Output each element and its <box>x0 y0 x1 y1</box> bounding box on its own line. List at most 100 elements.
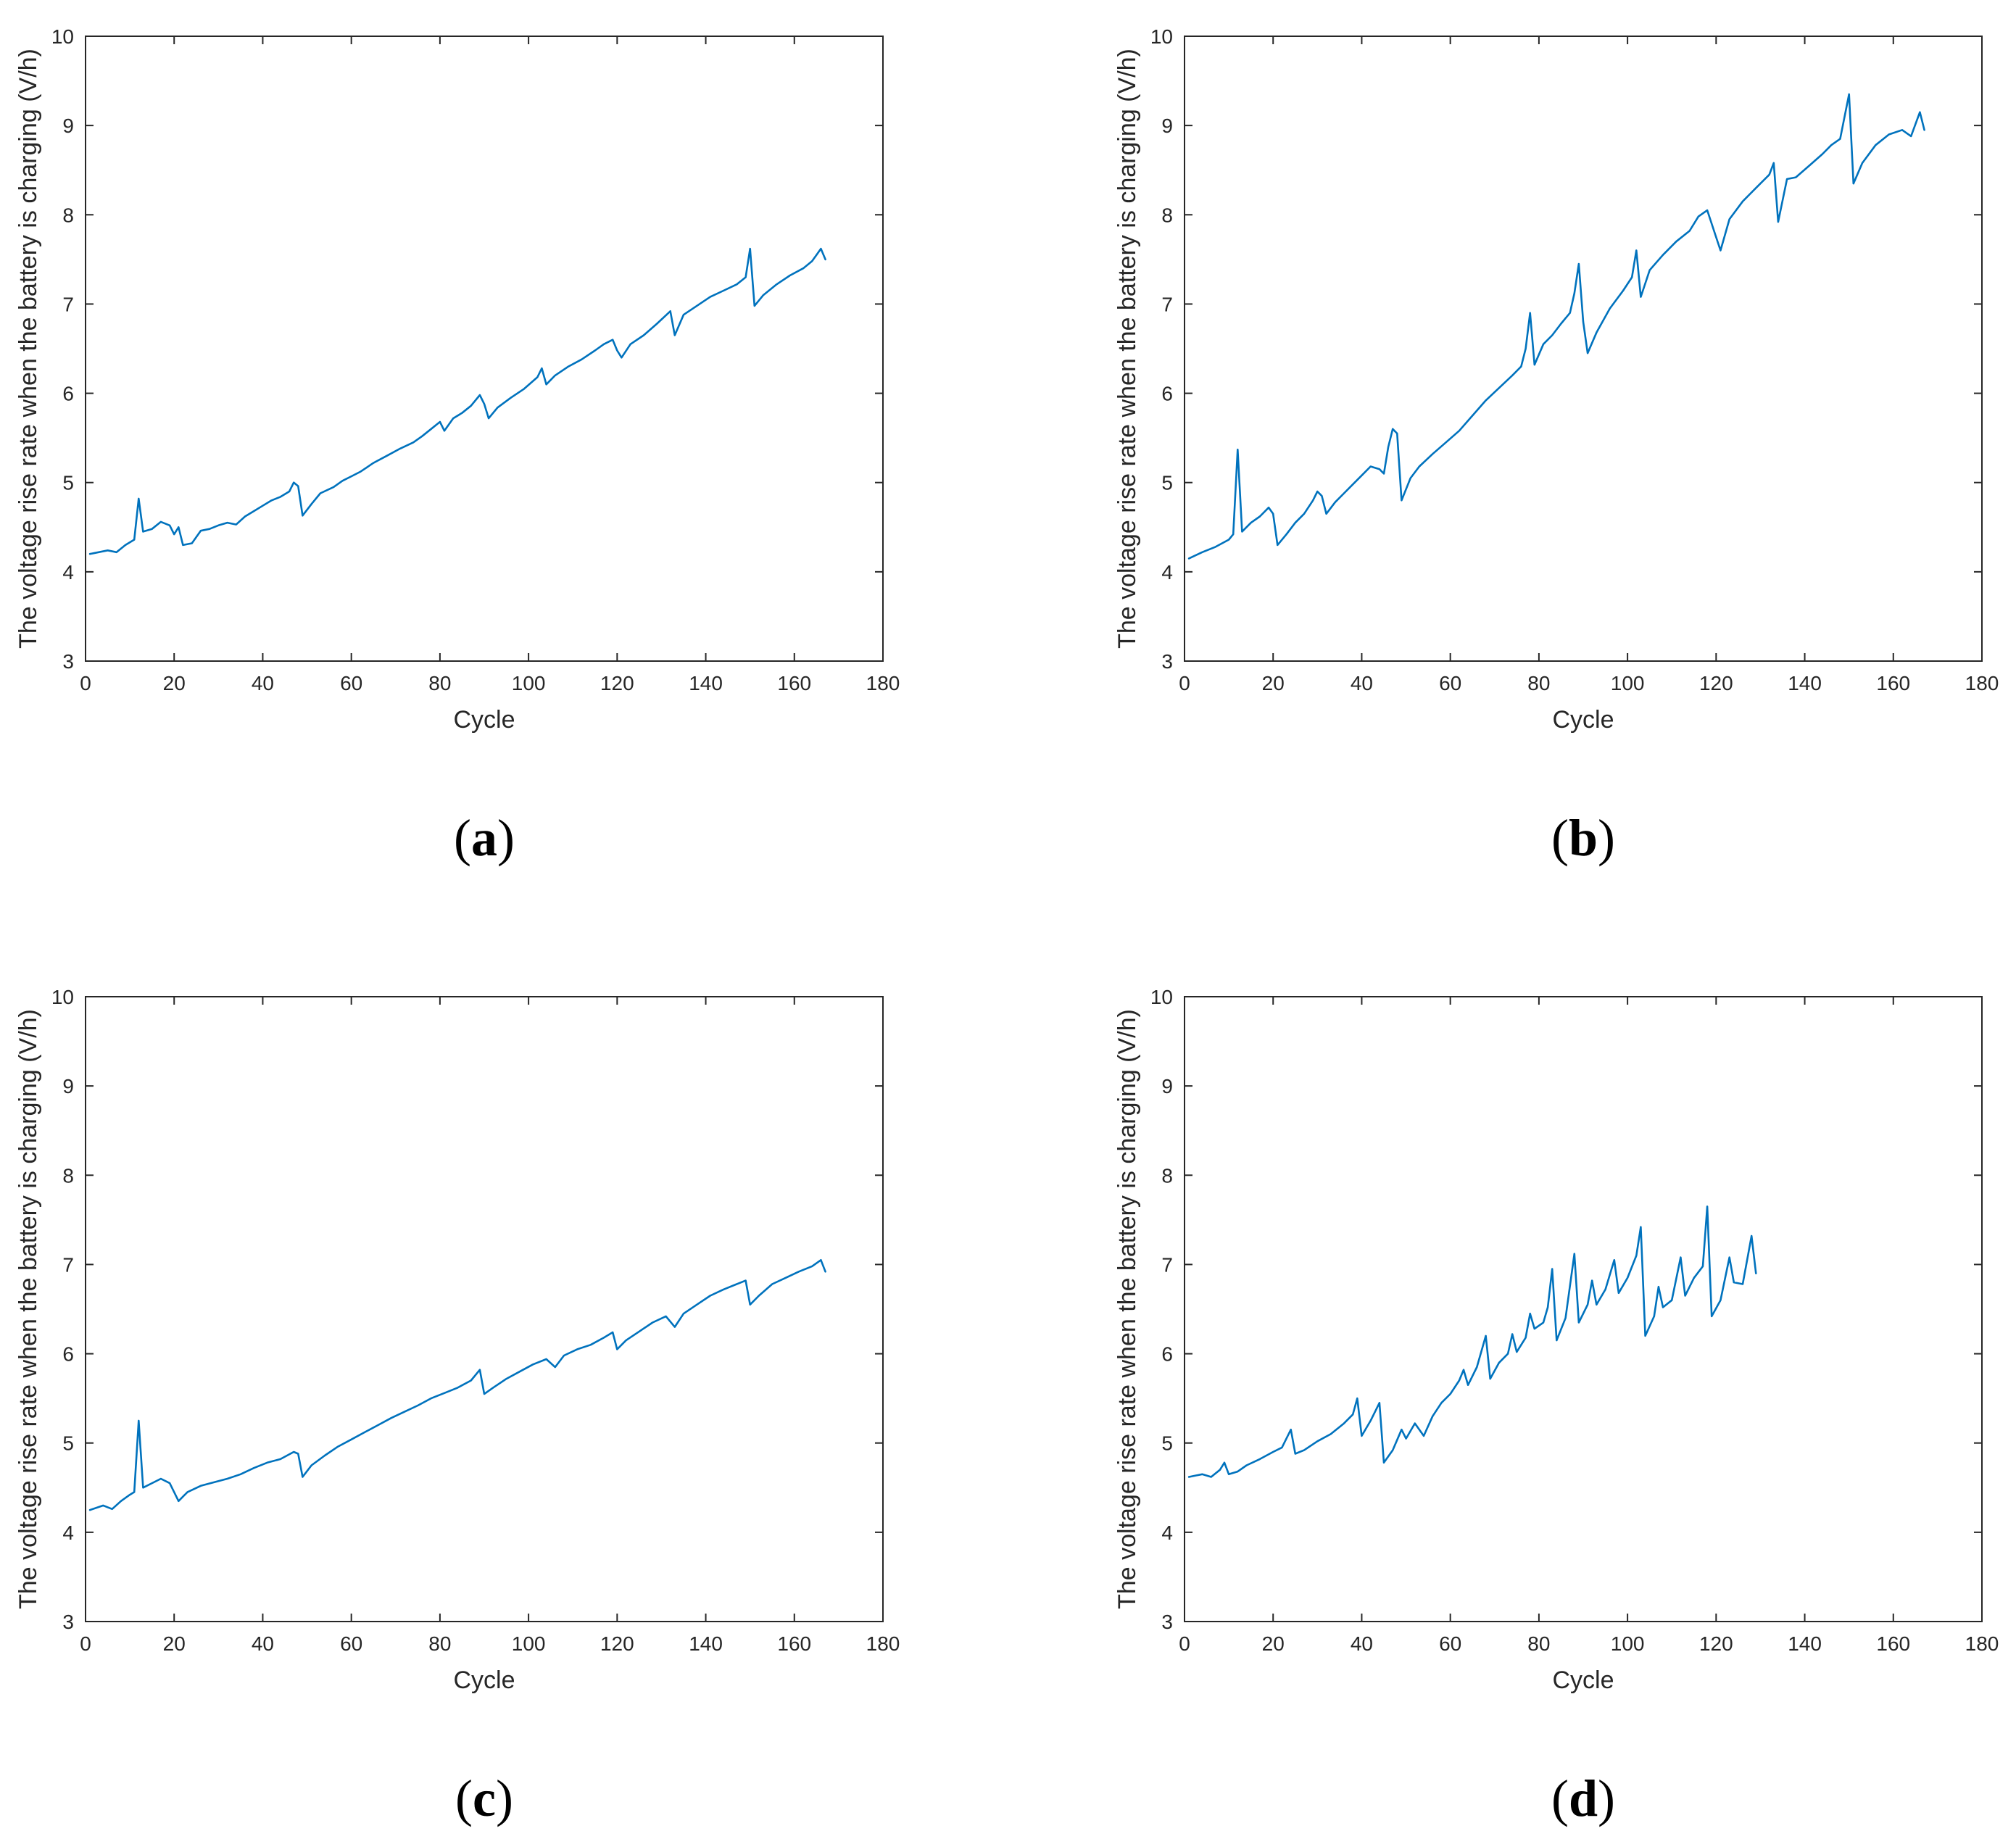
y-tick-label: 4 <box>1161 1522 1173 1544</box>
x-axis-label: Cycle <box>453 1666 515 1694</box>
x-tick-label: 80 <box>1527 672 1550 694</box>
x-tick-label: 80 <box>428 1632 451 1655</box>
panel-caption: (b) <box>1551 809 1615 867</box>
y-tick-label: 5 <box>1161 472 1173 494</box>
caption-letter: c <box>473 1769 496 1827</box>
caption-close-paren: ) <box>496 1769 513 1827</box>
chart-panel-d: 0 20 40 60 80 100 120 140 160 180 3 4 5 6 7 8 9 10 Cycle Th… <box>1113 986 1999 1827</box>
x-tick-label: 120 <box>600 1632 634 1655</box>
chart-panel-b: 0 20 40 60 80 100 120 140 160 180 3 4 5 6 7 8 9 10 Cycle Th… <box>1113 25 1999 867</box>
caption-open-paren: ( <box>1551 1769 1569 1827</box>
y-tick-label: 7 <box>1161 1253 1173 1276</box>
x-tick-label: 0 <box>1179 672 1190 694</box>
caption-letter: d <box>1569 1769 1598 1827</box>
series-line-d <box>1187 1205 1757 1478</box>
x-axis-label: Cycle <box>1552 706 1614 734</box>
y-tick-label: 7 <box>62 293 74 315</box>
y-tick-label: 3 <box>62 1611 74 1633</box>
y-tick-label: 8 <box>1161 204 1173 226</box>
y-tick-label: 3 <box>62 650 74 673</box>
y-tick-label: 9 <box>1161 1075 1173 1097</box>
x-tick-label: 100 <box>512 672 546 694</box>
y-tick-label: 4 <box>62 561 74 584</box>
x-tick-label: 160 <box>777 1632 811 1655</box>
x-tick-label: 60 <box>1439 672 1461 694</box>
y-axis-label: The voltage rise rate when the battery i… <box>14 1009 42 1609</box>
panel-caption: (a) <box>454 809 515 867</box>
x-tick-label: 20 <box>1262 672 1285 694</box>
y-axis-label: The voltage rise rate when the battery i… <box>1113 49 1141 649</box>
y-tick-label: 8 <box>62 204 74 226</box>
x-tick-label: 40 <box>252 672 274 694</box>
y-tick-label: 6 <box>62 1343 74 1366</box>
y-tick-label: 6 <box>62 383 74 405</box>
y-axis-label: The voltage rise rate when the battery i… <box>1113 1009 1141 1609</box>
y-axis-label: The voltage rise rate when the battery i… <box>14 49 42 649</box>
x-tick-label: 80 <box>428 672 451 694</box>
x-tick-label: 160 <box>1876 1632 1910 1655</box>
x-tick-label: 40 <box>1351 1632 1373 1655</box>
y-tick-label: 7 <box>62 1253 74 1276</box>
chart-panel-a: 0 20 40 60 80 100 120 140 160 180 3 4 5 6 7 8 9 10 Cycle Th… <box>14 25 900 867</box>
panel-caption: (d) <box>1551 1769 1615 1827</box>
x-tick-label: 20 <box>163 672 186 694</box>
x-tick-label: 20 <box>163 1632 186 1655</box>
caption-open-paren: ( <box>1551 809 1569 867</box>
y-tick-label: 3 <box>1161 650 1173 673</box>
y-tick-label: 8 <box>62 1164 74 1187</box>
y-tick-label: 5 <box>1161 1432 1173 1455</box>
y-tick-label: 9 <box>62 115 74 137</box>
x-tick-label: 180 <box>866 672 900 694</box>
x-tick-label: 140 <box>1788 1632 1822 1655</box>
panel-caption: (c) <box>455 1769 513 1827</box>
y-tick-label: 3 <box>1161 1611 1173 1633</box>
x-tick-label: 120 <box>1699 1632 1733 1655</box>
x-tick-label: 80 <box>1527 1632 1550 1655</box>
x-tick-label: 120 <box>600 672 634 694</box>
y-tick-label: 6 <box>1161 383 1173 405</box>
y-tick-label: 4 <box>1161 561 1173 584</box>
x-tick-label: 60 <box>340 1632 362 1655</box>
x-axis-label: Cycle <box>453 706 515 734</box>
plot-frame <box>85 996 884 1622</box>
y-tick-label: 4 <box>62 1522 74 1544</box>
x-tick-label: 40 <box>252 1632 274 1655</box>
chart-panel-c: 0 20 40 60 80 100 120 140 160 180 3 4 5 6 7 8 9 10 Cycle Th… <box>14 986 900 1827</box>
x-tick-label: 160 <box>777 672 811 694</box>
x-tick-label: 20 <box>1262 1632 1285 1655</box>
series-line-a <box>88 247 826 555</box>
x-tick-label: 0 <box>80 1632 91 1655</box>
x-tick-label: 140 <box>689 672 723 694</box>
x-tick-label: 40 <box>1351 672 1373 694</box>
caption-open-paren: ( <box>455 1769 473 1827</box>
series-line-b <box>1187 93 1925 560</box>
y-tick-label: 9 <box>1161 115 1173 137</box>
x-tick-label: 180 <box>866 1632 900 1655</box>
y-tick-label: 10 <box>51 986 74 1008</box>
x-tick-label: 100 <box>512 1632 546 1655</box>
caption-close-paren: ) <box>497 809 515 867</box>
x-tick-label: 100 <box>1611 1632 1645 1655</box>
x-tick-label: 60 <box>340 672 362 694</box>
caption-open-paren: ( <box>454 809 471 867</box>
x-tick-label: 60 <box>1439 1632 1461 1655</box>
x-tick-label: 160 <box>1876 672 1910 694</box>
y-tick-label: 10 <box>1150 986 1173 1008</box>
x-tick-label: 0 <box>80 672 91 694</box>
x-tick-label: 180 <box>1965 672 1999 694</box>
y-tick-label: 10 <box>1150 25 1173 48</box>
caption-letter: b <box>1569 809 1598 867</box>
caption-close-paren: ) <box>1598 1769 1615 1827</box>
plot-frame <box>85 36 884 662</box>
caption-close-paren: ) <box>1598 809 1615 867</box>
y-tick-label: 5 <box>62 472 74 494</box>
y-tick-label: 8 <box>1161 1164 1173 1187</box>
x-tick-label: 0 <box>1179 1632 1190 1655</box>
x-tick-label: 180 <box>1965 1632 1999 1655</box>
plot-frame <box>1184 996 1983 1622</box>
x-tick-label: 120 <box>1699 672 1733 694</box>
y-tick-label: 7 <box>1161 293 1173 315</box>
caption-letter: a <box>471 809 497 867</box>
plot-frame <box>1184 36 1983 662</box>
